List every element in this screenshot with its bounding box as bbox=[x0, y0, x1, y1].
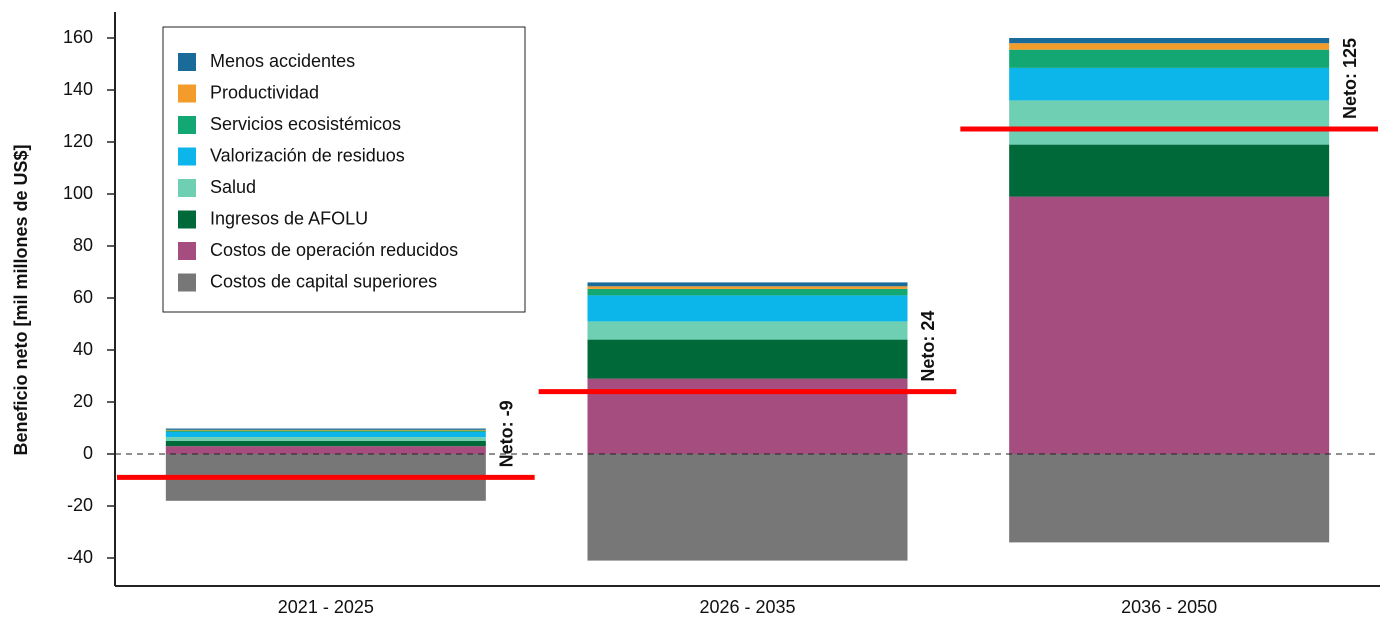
bar-segment bbox=[165, 441, 486, 447]
bar-segment bbox=[587, 454, 908, 561]
legend-label: Costos de capital superiores bbox=[210, 271, 437, 291]
y-tick-label: -20 bbox=[67, 495, 93, 515]
bar-segment bbox=[1009, 67, 1330, 101]
bar-segment bbox=[165, 428, 486, 430]
bar-segment bbox=[165, 429, 486, 431]
bar-segment bbox=[587, 295, 908, 322]
bar-segment bbox=[587, 321, 908, 340]
bar-segment bbox=[1009, 49, 1330, 68]
y-tick-label: 100 bbox=[63, 183, 93, 203]
legend-swatch bbox=[178, 53, 196, 71]
legend-label: Menos accidentes bbox=[210, 51, 355, 71]
bar-segment bbox=[1009, 454, 1330, 543]
bar-segment bbox=[165, 430, 486, 432]
bar-segment bbox=[1009, 196, 1330, 454]
legend-swatch bbox=[178, 179, 196, 197]
bar-segment bbox=[1009, 144, 1330, 197]
legend-swatch bbox=[178, 210, 196, 229]
y-tick-label: 160 bbox=[63, 27, 93, 47]
legend-swatch bbox=[178, 273, 196, 292]
net-label: Neto: -9 bbox=[497, 400, 517, 467]
x-tick-label: 2026 - 2035 bbox=[699, 597, 795, 617]
y-tick-label: 80 bbox=[73, 235, 93, 255]
legend-swatch bbox=[178, 242, 196, 260]
y-tick-label: 60 bbox=[73, 287, 93, 307]
legend-label: Costos de operación reducidos bbox=[210, 240, 458, 260]
y-tick-label: 120 bbox=[63, 131, 93, 151]
y-tick-label: 0 bbox=[83, 443, 93, 463]
bar-segment bbox=[1009, 100, 1330, 145]
legend-label: Servicios ecosistémicos bbox=[210, 114, 401, 134]
legend-swatch bbox=[178, 84, 196, 103]
net-label: Neto: 24 bbox=[918, 311, 938, 382]
bar-segment bbox=[165, 437, 486, 441]
legend-swatch bbox=[178, 116, 196, 134]
y-tick-label: 140 bbox=[63, 79, 93, 99]
bar-segment bbox=[165, 446, 486, 454]
legend-label: Salud bbox=[210, 177, 256, 197]
bar-segment bbox=[165, 431, 486, 438]
net-label: Neto: 125 bbox=[1340, 38, 1360, 119]
x-tick-label: 2036 - 2050 bbox=[1121, 597, 1217, 617]
y-tick-label: -40 bbox=[67, 547, 93, 567]
y-axis-label: Beneficio neto [mil millones de US$] bbox=[11, 144, 31, 455]
y-tick-label: 20 bbox=[73, 391, 93, 411]
legend-label: Ingresos de AFOLU bbox=[210, 208, 368, 228]
bar-segment bbox=[587, 288, 908, 296]
legend-label: Productividad bbox=[210, 82, 319, 102]
bar-segment bbox=[1009, 38, 1330, 44]
y-tick-label: 40 bbox=[73, 339, 93, 359]
x-tick-label: 2021 - 2025 bbox=[278, 597, 374, 617]
bar-segment bbox=[587, 282, 908, 287]
legend-label: Valorización de residuos bbox=[210, 145, 405, 165]
legend-box bbox=[162, 26, 526, 313]
legend-swatch bbox=[178, 147, 196, 166]
bar-segment bbox=[1009, 43, 1330, 50]
bar-segment bbox=[587, 339, 908, 379]
bar-segment bbox=[587, 286, 908, 289]
